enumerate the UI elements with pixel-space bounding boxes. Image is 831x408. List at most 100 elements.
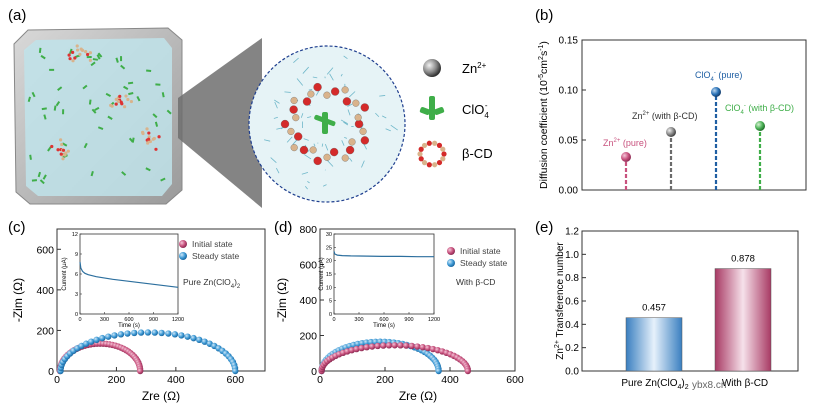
clo4-molecule [91,108,97,114]
clo4-molecule [29,154,32,160]
bcd-atom [75,48,80,52]
ytick-label: 400 [299,295,317,307]
water-molecule [264,139,271,142]
bcd-ring-atom [352,99,360,107]
bcd-atom [75,44,79,48]
legend-bcd-label: β-CD [462,146,493,161]
nyquist-point-0 [380,342,387,349]
bcd-atom [68,57,72,61]
legend-d-steady: Steady state [460,258,508,268]
bcd-atom [123,105,127,109]
legend-c-initial-marker [179,240,187,248]
clo4-molecule [61,142,68,147]
bcd-ring-atom [348,138,356,146]
clo4-molecule [90,170,94,177]
marks-c [56,329,239,375]
axis-b: 0.00 0.05 0.10 0.15 [559,36,586,197]
nyquist-point-0 [363,344,370,351]
clo4-molecule [161,92,165,98]
water-molecule [273,99,280,104]
xtick-label: 0 [54,374,60,386]
ytick-label-b: 0.05 [559,136,579,147]
ytick-label-b: 0.00 [559,186,579,197]
bcd-atom [157,135,161,139]
marks-d [318,338,472,375]
clo4-molecule [105,92,112,97]
clo4-molecule [38,47,42,54]
inset-xtick-label: 300 [354,317,363,323]
water-molecule [326,67,334,75]
point-b-1 [666,127,676,137]
point-b-2 [711,87,721,97]
bcd-atom [151,137,155,141]
ylabel-c: -Zim (Ω) [11,278,25,322]
current-trace [333,251,434,258]
inset-ylabel-c: Current (μA) [62,257,68,290]
water-molecule [375,112,380,118]
bcd-atom [145,127,149,131]
marks-e: 0.457 0.878 [625,254,772,372]
bcd-atom [147,135,151,139]
ylabel-e: Zn2+ Transference number [554,242,566,360]
bcd-atom [71,59,75,63]
xtick-label: 0 [317,374,323,386]
bcd-icon-atom [432,162,438,168]
bcd-ring-atom [323,91,331,99]
plot-frame-b [581,39,807,191]
bcd-atom [64,151,68,155]
bcd-atom [59,152,63,156]
clo4-molecule [128,137,134,143]
bcd-atom [56,148,60,152]
clo4-molecule [42,174,47,180]
water-molecule [296,78,304,86]
ytick-label-e: 1.0 [565,250,579,261]
nyquist-point-1 [151,329,158,336]
bcd-atom [141,131,145,136]
bcd-ring-atom [313,156,322,166]
bcd-atom [146,141,150,145]
water-molecule [313,143,316,147]
bcd-atom [79,47,83,51]
ytick-label-e: 0.2 [565,343,579,354]
clo4-molecule [94,106,100,112]
bcd-atom [66,149,70,153]
zoom-molecules [264,55,398,190]
water-molecule [292,139,298,145]
label-b-clo4-bcd: ClO4- (with β-CD) [725,103,794,116]
inset-ytick-label: 12 [72,232,78,238]
clo4-molecule [97,52,103,58]
bcd-ring-atom [342,97,352,106]
nyquist-point-0 [353,345,360,353]
bcd-atom [124,94,128,98]
water-molecule [304,154,312,160]
legend-c-steady: Steady state [192,251,240,261]
label-b-zn-pure: Zn2+ (pure) [603,138,647,148]
clo4-molecule [121,171,127,176]
clo4-ion-icon [419,96,445,120]
bcd-atom [147,131,151,135]
category-e-bcd: With β-CD [722,378,768,389]
ytick-label: 400 [36,285,54,297]
water-molecule [300,113,304,118]
bcd-atom [114,102,118,106]
bcd-icon-atom [418,146,424,152]
inset-xlabel-d: Time (s) [373,323,395,329]
bcd-ring-atom [354,113,362,122]
bcd-atom [61,148,66,152]
bcd-atom [59,138,63,142]
inset-ytick-label: 0 [75,312,78,318]
ytick-label: 600 [299,260,317,272]
bcd-atom [88,51,92,55]
clo4-molecule [43,114,47,120]
clo4-molecule [31,179,38,182]
clo4-molecule [123,85,129,90]
ylabel-b: Diffusion coefficient (10-5cm2s-1) [538,41,550,189]
clo4-molecule [27,96,31,102]
clo4-molecule [136,95,141,102]
bcd-ring-atom [341,154,349,162]
clo4-molecule [90,61,96,67]
bcd-ring-atom [280,119,290,129]
ytick-label-e: 0.4 [565,320,579,331]
bcd-atom [114,97,118,101]
ytick-label-e: 0.8 [565,273,579,284]
